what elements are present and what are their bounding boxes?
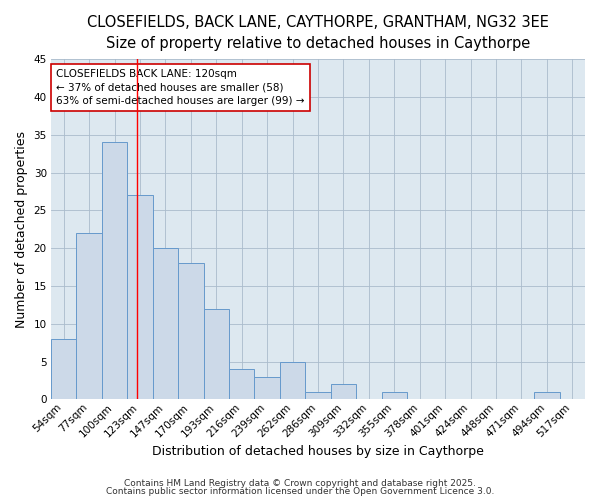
Text: CLOSEFIELDS BACK LANE: 120sqm
← 37% of detached houses are smaller (58)
63% of s: CLOSEFIELDS BACK LANE: 120sqm ← 37% of d…	[56, 70, 305, 106]
Bar	[280, 362, 305, 400]
X-axis label: Distribution of detached houses by size in Caythorpe: Distribution of detached houses by size …	[152, 444, 484, 458]
Bar	[76, 233, 102, 400]
Bar	[178, 263, 203, 400]
Bar	[152, 248, 178, 400]
Bar	[254, 376, 280, 400]
Bar	[229, 369, 254, 400]
Bar	[305, 392, 331, 400]
Bar	[203, 308, 229, 400]
Bar	[102, 142, 127, 400]
Text: Contains HM Land Registry data © Crown copyright and database right 2025.: Contains HM Land Registry data © Crown c…	[124, 478, 476, 488]
Bar	[51, 339, 76, 400]
Y-axis label: Number of detached properties: Number of detached properties	[15, 130, 28, 328]
Bar	[534, 392, 560, 400]
Title: CLOSEFIELDS, BACK LANE, CAYTHORPE, GRANTHAM, NG32 3EE
Size of property relative : CLOSEFIELDS, BACK LANE, CAYTHORPE, GRANT…	[87, 15, 549, 51]
Bar	[127, 195, 152, 400]
Text: Contains public sector information licensed under the Open Government Licence 3.: Contains public sector information licen…	[106, 487, 494, 496]
Bar	[382, 392, 407, 400]
Bar	[331, 384, 356, 400]
